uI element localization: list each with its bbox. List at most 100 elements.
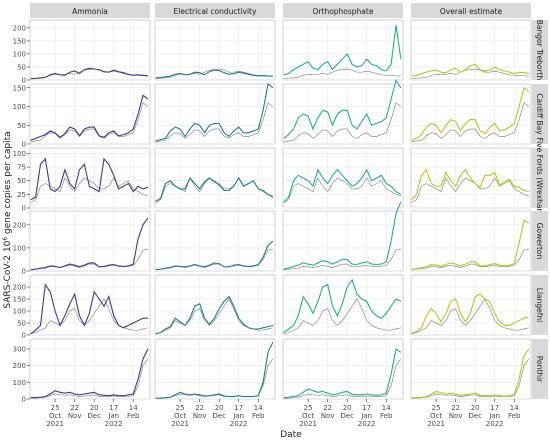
panel-3-3: [410, 210, 532, 272]
facet-strip-label-3: Overall estimate: [440, 7, 503, 16]
series-line-electrical-conductivity: [155, 176, 274, 202]
panel-5-3: [410, 338, 532, 400]
y-axis-title-rest: gene copies per capita: [3, 131, 13, 237]
series-line-electrical-conductivity: [155, 342, 274, 399]
panel-1-0: [29, 83, 151, 145]
y-tick-label-0-3: 150: [13, 37, 26, 45]
panel-5-1: [154, 338, 276, 400]
series-line-reference: [30, 298, 148, 335]
panel-bg: [282, 83, 404, 145]
panel-bg: [410, 83, 532, 145]
series-line-ammonia: [30, 348, 149, 399]
series-line-orthophosphate: [283, 201, 402, 270]
x-tick-label-1-4: 14 Feb: [252, 404, 265, 420]
row-strip-1: [532, 84, 548, 144]
series-line-reference: [155, 102, 274, 143]
panel-4-1: [154, 274, 276, 336]
row-strip-label-3: Gowerton: [535, 223, 544, 260]
series-line-ammonia: [30, 67, 148, 80]
series-line-electrical-conductivity: [155, 240, 274, 271]
x-tick-label-0-2: 20 Dec: [87, 404, 101, 420]
panel-2-0: [29, 147, 151, 209]
y-tick-label-3-0: 0: [22, 268, 26, 276]
panels-layer: [29, 19, 532, 400]
y-tick-label-1-1: 50: [17, 122, 26, 130]
panel-bg: [29, 338, 151, 400]
series-line-reference: [283, 358, 402, 399]
panel-bg: [282, 210, 404, 272]
panel-4-3: [410, 274, 532, 336]
y-axis-title: SARS-CoV-2 106 gene copies per capita: [2, 131, 13, 308]
x-tick-label-2-0: 25 Oct 2021: [299, 404, 317, 428]
x-tick-label-3-2: 20 Dec: [468, 404, 482, 420]
series-line-overall-estimate: [411, 219, 530, 271]
panel-4-0: [29, 274, 151, 336]
series-line-electrical-conductivity: [155, 83, 274, 142]
y-tick-label-4-1: 50: [17, 320, 26, 328]
panel-bg: [154, 147, 276, 209]
series-line-overall-estimate: [411, 348, 530, 399]
x-axis-title: Date: [280, 430, 302, 440]
row-strip-4: [532, 275, 548, 335]
series-line-reference: [283, 102, 402, 143]
series-line-overall-estimate: [411, 293, 530, 334]
x-tick-label-3-1: 22 Nov: [449, 404, 463, 420]
facet-strip-label-0: Ammonia: [72, 7, 108, 16]
x-tick-label-1-3: 17 Jan 2022: [230, 404, 248, 428]
y-tick-label-4-3: 150: [13, 296, 26, 304]
x-tick-label-1-1: 22 Nov: [193, 404, 207, 420]
y-tick-label-4-0: 0: [22, 332, 26, 340]
panel-bg: [282, 147, 404, 209]
y-axis-title-sup: 6: [2, 237, 9, 241]
y-tick-label-0-2: 100: [13, 50, 26, 58]
series-line-orthophosphate: [283, 348, 402, 399]
panel-bg: [29, 83, 151, 145]
row-strip-label-0: Bangor Treborth: [535, 20, 544, 81]
panel-bg: [282, 274, 404, 336]
panel-4-2: [282, 274, 404, 336]
series-line-overall-estimate: [411, 63, 529, 77]
y-axis-title-main: SARS-CoV-2 10: [3, 240, 13, 308]
series-line-orthophosphate: [283, 278, 402, 334]
panel-0-0: [29, 19, 151, 81]
row-strip-5: [532, 339, 548, 399]
series-line-reference: [30, 102, 149, 143]
series-line-reference: [30, 358, 149, 399]
panel-3-1: [154, 210, 276, 272]
series-line-orthophosphate: [283, 78, 402, 139]
panel-bg: [154, 274, 276, 336]
series-line-orthophosphate: [283, 25, 402, 76]
series-line-electrical-conductivity: [155, 69, 273, 79]
panel-bg: [154, 19, 276, 81]
y-tick-label-2-0: 0: [22, 205, 26, 213]
series-line-orthophosphate: [283, 168, 402, 203]
y-tick-label-1-2: 100: [13, 103, 26, 111]
series-line-reference: [411, 358, 530, 399]
panel-bg: [410, 274, 532, 336]
series-line-reference: [283, 248, 401, 271]
series-line-reference: [411, 177, 530, 203]
x-tick-label-0-1: 22 Nov: [68, 404, 82, 420]
y-tick-label-0-1: 50: [17, 63, 26, 71]
facet-strip-0: [30, 3, 150, 18]
y-tick-label-0-0: 0: [22, 77, 26, 85]
series-line-electrical-conductivity: [155, 295, 274, 335]
panel-1-3: [410, 83, 532, 145]
y-tick-label-2-4: 100: [13, 150, 26, 158]
series-line-overall-estimate: [411, 168, 530, 201]
panel-3-2: [282, 201, 404, 272]
series-line-reference: [283, 298, 401, 335]
panel-0-3: [410, 19, 532, 81]
panel-2-1: [154, 147, 276, 209]
panel-bg: [29, 147, 151, 209]
panel-0-1: [154, 19, 276, 81]
series-line-ammonia: [30, 157, 149, 201]
panel-3-0: [29, 210, 151, 272]
y-tick-label-4-2: 100: [13, 308, 26, 316]
series-line-ammonia: [30, 94, 149, 141]
y-tick-label-3-1: 100: [13, 244, 26, 252]
y-tick-label-1-3: 150: [13, 84, 26, 92]
y-tick-label-2-1: 25: [17, 191, 26, 199]
series-line-reference: [411, 68, 529, 80]
facet-strip-3: [411, 3, 531, 18]
